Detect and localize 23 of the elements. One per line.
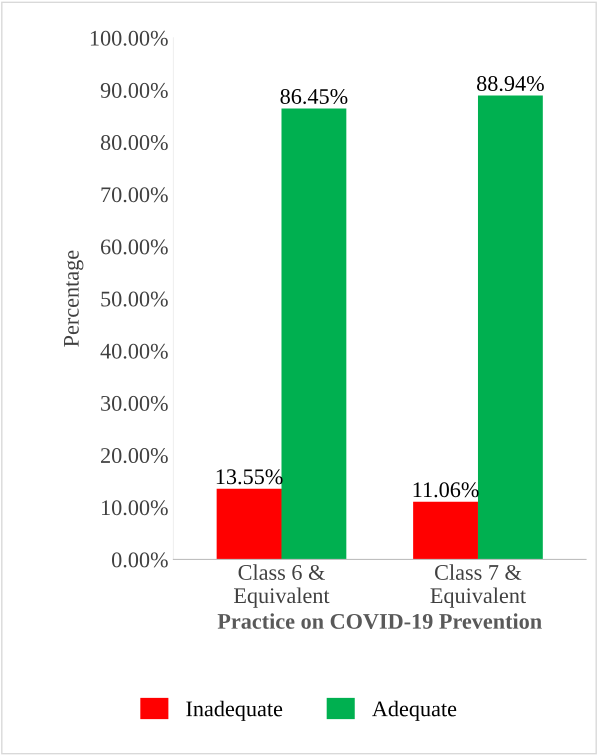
data-label: 86.45% — [280, 88, 348, 104]
y-tick-label: 70.00% — [102, 187, 168, 202]
y-tick-label: 30.00% — [101, 396, 168, 411]
y-tick-label: 20.00% — [101, 448, 168, 464]
legend-label: Inadequate — [186, 700, 282, 721]
bar — [216, 488, 282, 560]
data-label: 88.94% — [476, 76, 544, 92]
x-tick-label: Class 6 & Equivalent — [234, 564, 330, 608]
legend-label: Adequate — [372, 700, 456, 721]
x-axis-title: Practice on COVID-19 Prevention — [218, 613, 542, 630]
y-tick-label: 50.00% — [101, 292, 168, 307]
y-tick-label: 0.00% — [112, 552, 168, 568]
y-tick-label: 10.00% — [102, 500, 168, 516]
bar — [281, 108, 346, 560]
x-tick-label: Class 7 & Equivalent — [430, 564, 526, 608]
y-tick-label: 80.00% — [100, 135, 168, 150]
y-tick-label: 90.00% — [100, 82, 168, 98]
y-tick-label: 60.00% — [101, 239, 168, 254]
bar — [478, 95, 543, 560]
y-tick-label: 100.00% — [90, 30, 168, 46]
y-tick-label: 40.00% — [100, 344, 168, 359]
bar — [413, 502, 478, 560]
y-axis-title: Percentage — [64, 250, 84, 347]
